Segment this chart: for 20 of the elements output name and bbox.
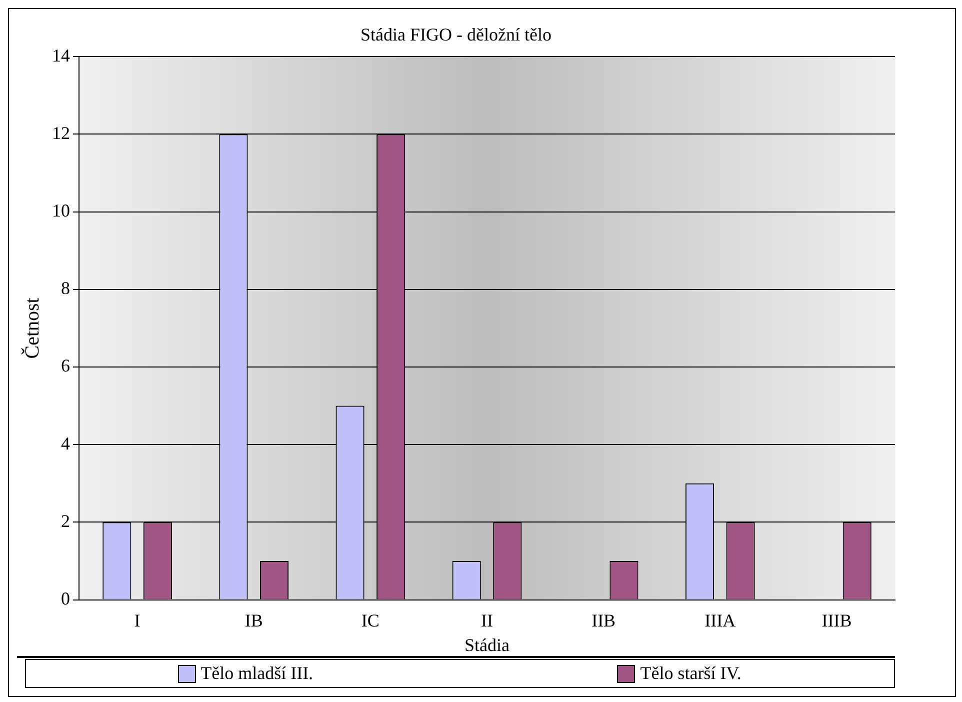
x-tick-label: I xyxy=(134,610,140,630)
legend-label: Tělo starší IV. xyxy=(640,663,742,684)
y-tick-label: 0 xyxy=(61,588,70,609)
chart-title: Stádia FIGO - děložní tělo xyxy=(360,24,552,45)
legend-label: Tělo mladší III. xyxy=(200,663,314,684)
y-tick-label: 6 xyxy=(61,356,70,376)
x-tick-label: IIIA xyxy=(704,610,736,630)
x-axis-title: Stádia xyxy=(464,634,510,655)
y-axis-title: Četnost xyxy=(20,297,44,359)
x-tick-label: II xyxy=(481,610,493,630)
y-tick-label: 8 xyxy=(61,278,70,298)
y-tick-label: 2 xyxy=(61,510,70,531)
y-tick-label: 4 xyxy=(61,433,70,454)
x-tick-label: IC xyxy=(361,610,380,630)
y-tick-label: 12 xyxy=(52,122,70,143)
y-tick-label: 14 xyxy=(52,45,70,66)
x-tick-label: IIIB xyxy=(822,610,852,630)
x-tick-label: IIB xyxy=(592,610,616,630)
x-tick-label: IB xyxy=(244,610,263,630)
y-tick-label: 10 xyxy=(52,200,70,221)
